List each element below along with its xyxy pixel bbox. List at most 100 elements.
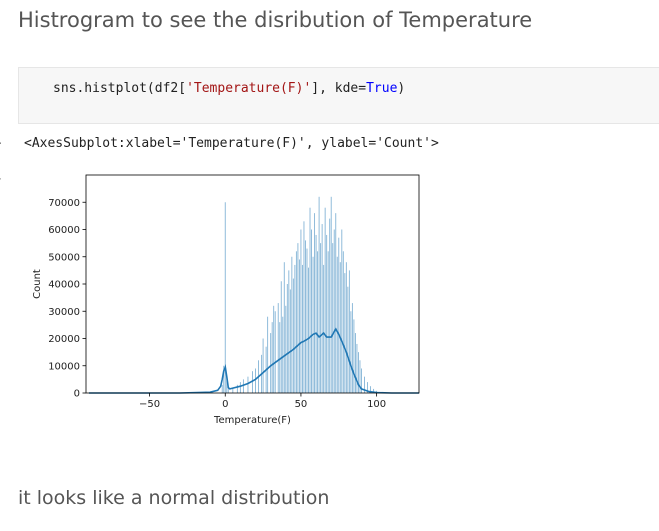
histogram-bar (236, 384, 238, 393)
x-tick-label: 0 (222, 399, 228, 410)
markdown-heading: Histrogram to see the disribution of Tem… (18, 8, 533, 32)
histogram-bar (364, 376, 365, 393)
histogram-bar (353, 319, 355, 393)
histogram-bar (288, 270, 290, 393)
histogram-bar (239, 382, 241, 393)
histogram-bar (224, 202, 226, 393)
histogram-bar (320, 243, 322, 393)
y-tick-label: 50000 (48, 252, 80, 263)
plot-frame (85, 174, 420, 394)
histogram-bar (330, 196, 332, 393)
histogram-bars (221, 196, 385, 393)
histogram-chart: −50 0 50 100 0 10000 20000 30000 40000 50000 6000… (32, 174, 420, 426)
x-axis-label: Temperature(F) (213, 415, 291, 426)
histogram-bar (270, 333, 272, 393)
x-axis-ticks: −50 0 50 100 (139, 393, 386, 410)
histogram-bar (347, 286, 349, 393)
y-tick-label: 20000 (48, 334, 80, 345)
histogram-bar (309, 207, 311, 393)
histogram-bar (298, 259, 300, 393)
histogram-bar (354, 333, 356, 393)
histogram-bar (280, 281, 282, 393)
histogram-bar (311, 229, 312, 393)
histogram-bar (255, 368, 256, 393)
histogram-bar (324, 207, 326, 393)
y-tick-label: 30000 (48, 307, 80, 318)
code-function-call: sns.histplot(df2[ (53, 81, 187, 96)
histogram-bar (315, 234, 317, 393)
histogram-bar (321, 224, 323, 393)
histogram-bar (318, 196, 320, 393)
cell-output-text: <AxesSubplot:xlabel='Temperature(F)', yl… (24, 136, 439, 151)
histogram-bar (345, 262, 347, 393)
histogram-bar (285, 305, 287, 393)
histogram-bar (312, 256, 314, 393)
kde-line (89, 327, 419, 394)
histogram-bar (335, 213, 337, 393)
histogram-bar (286, 284, 288, 393)
histogram-bar (271, 322, 273, 393)
code-argument: ], kde= (311, 81, 367, 96)
histogram-bar (221, 384, 223, 393)
histogram-bar (348, 270, 350, 393)
histogram-bar (326, 234, 328, 393)
histogram-bar (294, 264, 296, 393)
code-line[interactable]: sns.histplot(df2['Temperature(F)'], kde=… (53, 81, 405, 96)
histogram-bar (336, 256, 338, 393)
histogram-bar (282, 316, 284, 393)
output-collapse-chevron-icon[interactable]: › (0, 172, 3, 185)
code-keyword: True (366, 81, 398, 96)
histogram-bar (305, 240, 306, 393)
histogram-bar (323, 264, 325, 393)
histogram-bar (232, 387, 234, 393)
histogram-bar (223, 365, 225, 393)
histogram-bar (302, 264, 303, 393)
histogram-bar (262, 338, 264, 393)
histogram-bar (373, 388, 375, 393)
histogram-bar (308, 267, 309, 393)
histogram-bar (273, 305, 275, 393)
histogram-bar (370, 386, 372, 393)
histogram-bar (314, 213, 316, 393)
histogram-bar (291, 256, 293, 393)
x-tick-label: 50 (295, 399, 308, 410)
histogram-bar (306, 248, 308, 393)
output-prompt-marker: · (0, 137, 4, 150)
histogram-bar (303, 221, 305, 393)
y-axis-label: Count (32, 269, 43, 299)
y-tick-label: 0 (74, 389, 80, 400)
histogram-bar (367, 382, 368, 393)
kde-curve-layer (89, 327, 419, 394)
histogram-bar (351, 303, 353, 393)
histogram-bar (356, 343, 358, 393)
histogram-bar (289, 289, 291, 393)
histogram-bar (247, 376, 249, 393)
code-cell[interactable]: sns.histplot(df2['Temperature(F)'], kde=… (18, 67, 659, 124)
histogram-bar (332, 243, 334, 393)
histogram-bar (252, 371, 253, 393)
code-string-literal: 'Temperature(F)' (186, 81, 312, 96)
histogram-bar (277, 303, 279, 393)
histogram-bar (333, 229, 335, 393)
histogram-bar (226, 376, 228, 393)
y-tick-label: 10000 (48, 361, 80, 372)
histogram-bar (295, 251, 297, 393)
histogram-bar (283, 262, 285, 393)
histogram-bar (227, 387, 229, 393)
histogram-bar (327, 251, 329, 393)
markdown-note: it looks like a normal distribution (18, 487, 330, 509)
x-tick-label: −50 (139, 399, 160, 410)
histogram-bar (297, 243, 299, 393)
histogram-bar (342, 251, 344, 393)
y-tick-label: 60000 (48, 225, 80, 236)
histogram-bar (339, 262, 341, 393)
code-closing-paren: ) (397, 81, 406, 96)
y-tick-label: 70000 (48, 198, 80, 209)
histogram-bar (242, 379, 244, 393)
histogram-bar (361, 368, 362, 393)
histogram-bar (267, 316, 269, 393)
histogram-bar (329, 218, 331, 393)
histogram-bar (338, 237, 340, 393)
y-axis-ticks: 0 10000 20000 30000 40000 50000 60000 70000 (48, 198, 86, 400)
histogram-bar (359, 360, 361, 393)
